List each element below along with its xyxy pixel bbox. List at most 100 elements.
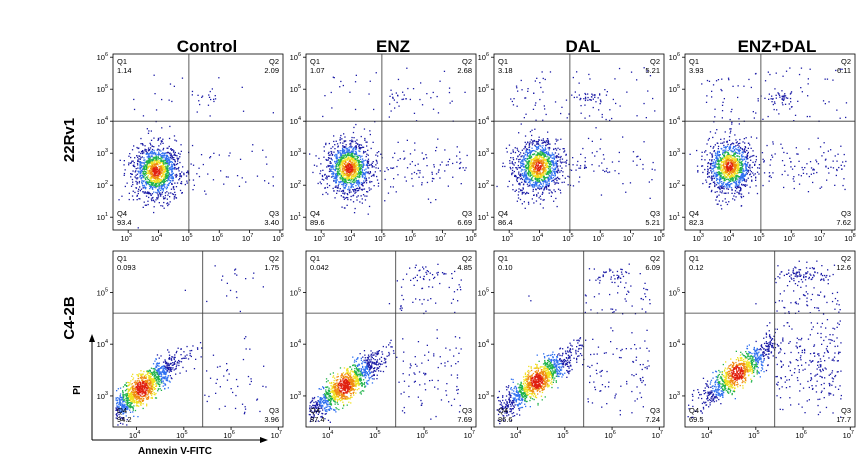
event-point xyxy=(353,172,355,174)
event-point xyxy=(348,150,350,152)
x-tick-exponent: 3 xyxy=(322,233,325,239)
x-tick-base: 10 xyxy=(313,234,321,243)
event-point xyxy=(746,156,748,158)
event-point xyxy=(397,141,399,143)
event-point xyxy=(168,164,171,166)
event-point xyxy=(543,153,545,155)
event-point xyxy=(735,166,738,168)
event-point xyxy=(339,159,341,161)
event-point xyxy=(540,183,542,185)
event-point xyxy=(584,99,587,102)
event-point xyxy=(356,180,358,182)
event-point xyxy=(335,153,337,156)
event-point xyxy=(527,168,529,170)
event-point xyxy=(437,171,440,173)
event-point xyxy=(523,191,525,194)
quadrant-name-q4: Q4 xyxy=(117,209,127,218)
event-point xyxy=(328,151,330,153)
event-point xyxy=(354,170,356,173)
event-point xyxy=(167,169,169,172)
event-point xyxy=(540,151,542,153)
event-point xyxy=(747,177,749,179)
event-point xyxy=(527,152,530,154)
event-point xyxy=(162,142,164,144)
event-point xyxy=(543,151,545,154)
event-point xyxy=(516,179,518,181)
event-point xyxy=(330,176,333,178)
event-point xyxy=(167,152,169,154)
event-point xyxy=(535,175,538,178)
event-point xyxy=(229,152,231,154)
event-point xyxy=(362,152,365,154)
event-point xyxy=(636,115,638,117)
event-point xyxy=(514,175,517,177)
event-point xyxy=(395,191,397,193)
event-point xyxy=(335,140,337,142)
event-point xyxy=(403,150,405,152)
event-point xyxy=(350,153,352,156)
event-point xyxy=(549,143,551,145)
event-point xyxy=(600,101,602,103)
event-point xyxy=(135,174,137,176)
event-point xyxy=(725,183,727,186)
event-point xyxy=(148,181,150,184)
event-point xyxy=(163,182,165,184)
event-point xyxy=(351,162,353,164)
event-point xyxy=(355,123,357,126)
event-point xyxy=(347,193,349,196)
event-point xyxy=(516,167,518,169)
event-point xyxy=(341,150,343,152)
event-point xyxy=(333,166,335,168)
event-point xyxy=(733,158,736,160)
event-point xyxy=(716,159,718,161)
event-point xyxy=(349,143,351,145)
event-point xyxy=(362,146,365,148)
event-point xyxy=(761,152,764,154)
event-point xyxy=(208,94,210,96)
event-point xyxy=(762,158,764,160)
event-point xyxy=(585,93,587,96)
event-point xyxy=(352,162,354,164)
event-point xyxy=(435,150,437,152)
event-point xyxy=(548,182,550,184)
event-point xyxy=(352,131,355,134)
event-point xyxy=(332,146,334,148)
event-point xyxy=(191,144,194,147)
event-point xyxy=(346,159,349,161)
event-point xyxy=(431,177,434,180)
event-point xyxy=(605,170,607,172)
event-point xyxy=(336,179,338,181)
event-point xyxy=(346,149,348,151)
event-point xyxy=(153,146,155,148)
event-point xyxy=(435,173,438,175)
event-point xyxy=(146,176,148,178)
event-point xyxy=(321,175,324,178)
event-point xyxy=(349,171,351,173)
event-point xyxy=(338,160,340,162)
event-point xyxy=(523,163,525,165)
event-point xyxy=(525,164,527,167)
event-point xyxy=(435,146,438,149)
event-point xyxy=(537,192,539,194)
event-point xyxy=(731,159,733,161)
event-point xyxy=(349,145,351,148)
event-point xyxy=(541,142,543,144)
event-point xyxy=(582,147,584,150)
event-point xyxy=(168,172,171,174)
event-point xyxy=(406,167,409,169)
x-tick-label: 108 xyxy=(272,233,283,243)
event-point xyxy=(355,189,357,192)
event-point xyxy=(342,160,344,162)
event-point xyxy=(158,170,160,173)
event-point xyxy=(176,182,179,184)
event-point xyxy=(343,140,345,142)
event-point xyxy=(333,190,335,192)
event-point xyxy=(531,173,534,175)
event-point xyxy=(528,163,530,165)
x-tick-label: 108 xyxy=(653,233,664,243)
event-point xyxy=(159,149,161,151)
event-point xyxy=(525,175,527,178)
event-point xyxy=(543,170,545,172)
event-point xyxy=(323,150,325,152)
event-point xyxy=(562,148,564,150)
